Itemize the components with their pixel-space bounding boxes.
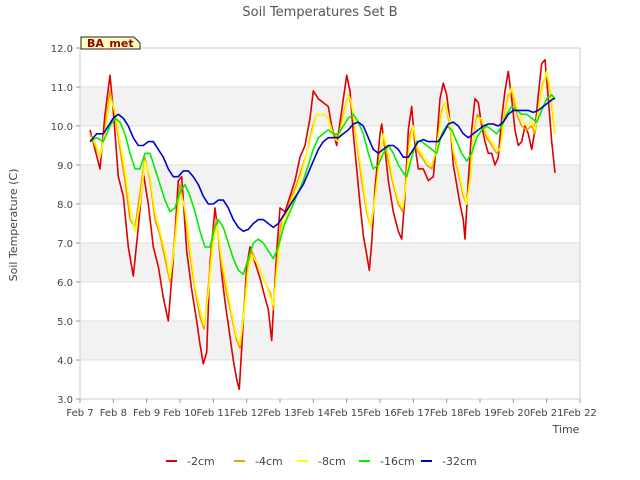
y-tick-label: 6.0 [57, 278, 73, 289]
y-tick-label: 7.0 [57, 239, 73, 250]
annotation-box: BA_met [80, 36, 141, 50]
plot-background-bands [80, 87, 580, 360]
x-tick-label: Feb 13 [263, 408, 297, 419]
x-axis-ticks: Feb 7 Feb 8 Feb 9 Feb 10 Feb 11 Feb 12 Feb 13 F… [66, 399, 597, 419]
x-tick-label: Feb 10 [163, 408, 197, 419]
series-line-minus-16cm [89, 94, 556, 275]
x-tick-label: Feb 8 [100, 408, 127, 419]
legend-label: -8cm [318, 455, 346, 468]
y-tick-label: 12.0 [51, 44, 73, 55]
x-tick-label: Feb 21 [530, 408, 564, 419]
legend-item: -4cm [234, 455, 283, 468]
y-tick-label: 11.0 [51, 83, 73, 94]
legend-item: -8cm [297, 455, 346, 468]
x-tick-label: Feb 17 [397, 408, 431, 419]
legend: -2cm -4cm -8cm -16cm -32cm [166, 455, 477, 468]
y-axis-ticks: 3.0 4.0 5.0 6.0 7.0 8.0 9.0 10.0 11.0 12.0 [51, 44, 80, 406]
x-tick-label: Feb 15 [330, 408, 364, 419]
y-tick-label: 8.0 [57, 200, 73, 211]
y-tick-label: 5.0 [57, 317, 73, 328]
series-line-minus-2cm [89, 58, 556, 391]
y-tick-label: 10.0 [51, 122, 73, 133]
x-axis-label: Time [552, 423, 580, 436]
grid-band [80, 243, 580, 282]
x-tick-label: Feb 7 [66, 408, 93, 419]
x-tick-label: Feb 9 [133, 408, 160, 419]
x-tick-label: Feb 19 [463, 408, 497, 419]
legend-label: -32cm [442, 455, 477, 468]
x-tick-label: Feb 20 [497, 408, 531, 419]
plot-frame [79, 47, 581, 400]
legend-item: -2cm [166, 455, 215, 468]
legend-label: -4cm [255, 455, 283, 468]
x-tick-label: Feb 12 [230, 408, 264, 419]
x-tick-label: Feb 16 [363, 408, 397, 419]
series-line-minus-8cm [89, 70, 556, 346]
legend-item: -32cm [421, 455, 477, 468]
x-tick-label: Feb 14 [297, 408, 331, 419]
x-tick-label: Feb 11 [197, 408, 231, 419]
y-tick-label: 4.0 [57, 356, 73, 367]
y-tick-label: 3.0 [57, 395, 73, 406]
annotation-label: BA_met [87, 37, 134, 50]
x-tick-label: Feb 22 [563, 408, 597, 419]
x-tick-label: Feb 18 [430, 408, 464, 419]
legend-item: -16cm [359, 455, 415, 468]
series-line-minus-32cm [89, 97, 555, 233]
grid-band [80, 321, 580, 360]
chart-title: Soil Temperatures Set B [242, 5, 397, 20]
legend-label: -16cm [380, 455, 415, 468]
y-tick-label: 9.0 [57, 161, 73, 172]
series-lines [89, 58, 556, 391]
legend-label: -2cm [187, 455, 215, 468]
y-axis-label: Soil Temperature (C) [7, 169, 20, 282]
